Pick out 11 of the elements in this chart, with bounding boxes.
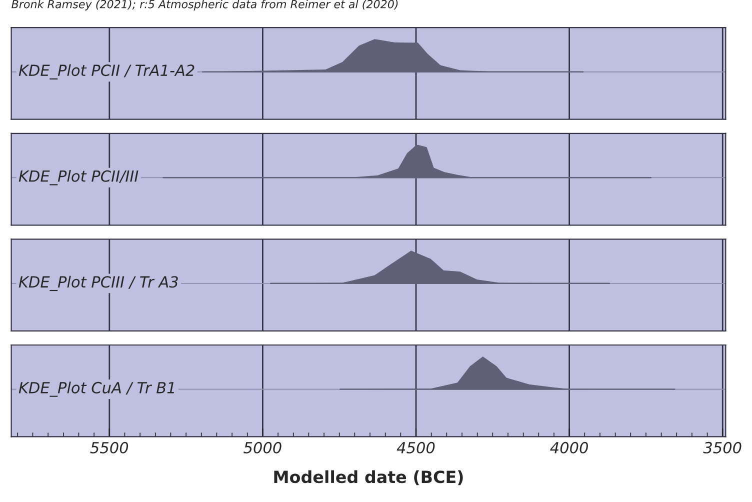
- x-tick-label: 5500: [90, 442, 128, 454]
- x-tick-label: 5000: [244, 442, 282, 454]
- x-tick-label: 3500: [703, 442, 742, 454]
- text: KDE_Plot CuA / Tr B1: [18, 382, 174, 397]
- chart-title: Bronk Ramsey (2021); r:5 Atmospheric data from Reimer et al (2020): [12, 0, 398, 10]
- x-tick-label: 4000: [550, 442, 588, 454]
- text: KDE_Plot PCIII / Tr A3: [18, 276, 178, 292]
- x-axis-title: Modelled date (BCE): [274, 470, 463, 486]
- x-tick-label: 4500: [396, 442, 435, 454]
- series-label: KDE_Plot PCII / TrA1-A2: [18, 64, 194, 80]
- series-label: KDE_Plot PCII/III: [18, 170, 138, 186]
